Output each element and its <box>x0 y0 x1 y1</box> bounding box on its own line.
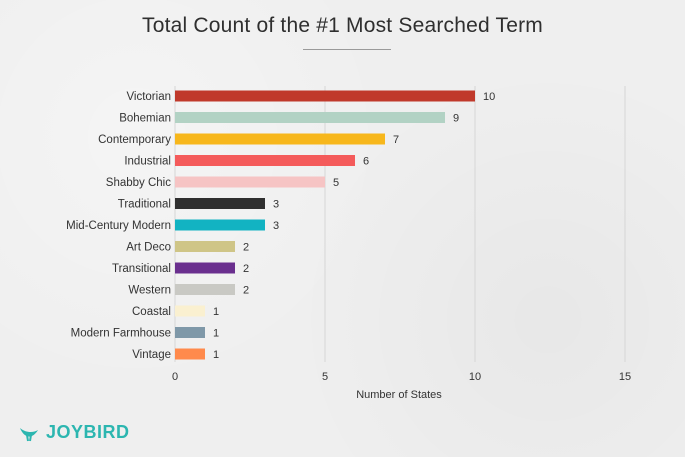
bar-9 <box>175 284 235 295</box>
value-label-9: 2 <box>243 285 249 297</box>
value-label-0: 10 <box>483 91 495 103</box>
bar-6 <box>175 219 265 231</box>
brand-name: JOYBIRD <box>46 422 130 442</box>
bar-2 <box>175 133 385 145</box>
x-tick-label-0: 0 <box>172 371 178 383</box>
value-label-2: 7 <box>393 134 399 146</box>
category-label-6: Mid-Century Modern <box>66 220 171 232</box>
bar-7 <box>175 241 235 252</box>
bar-0 <box>175 90 475 102</box>
bar-4 <box>175 176 325 188</box>
category-label-1: Bohemian <box>119 113 171 125</box>
brand-logo: JOYBIRD <box>18 422 130 443</box>
category-label-9: Western <box>128 285 171 297</box>
bar-5 <box>175 198 265 209</box>
bar-1 <box>175 112 445 123</box>
bar-8 <box>175 262 235 274</box>
value-label-11: 1 <box>213 328 219 340</box>
category-label-7: Art Deco <box>126 242 171 254</box>
category-label-5: Traditional <box>118 199 171 211</box>
title-divider <box>303 49 391 50</box>
category-label-10: Coastal <box>132 306 171 318</box>
category-label-8: Transitional <box>112 263 171 275</box>
x-tick-labels: 0 5 10 15 <box>172 371 631 383</box>
x-tick-label-3: 15 <box>619 371 631 383</box>
value-label-10: 1 <box>213 306 219 318</box>
category-label-12: Vintage <box>132 349 171 361</box>
value-label-7: 2 <box>243 242 249 254</box>
category-label-4: Shabby Chic <box>106 177 171 189</box>
category-label-2: Contemporary <box>98 134 171 146</box>
bird-logo-icon <box>20 427 38 441</box>
value-label-5: 3 <box>273 199 279 211</box>
value-label-4: 5 <box>333 177 339 189</box>
value-label-3: 6 <box>363 156 369 168</box>
category-label-11: Modern Farmhouse <box>71 328 171 340</box>
x-tick-label-1: 5 <box>322 371 328 383</box>
x-tick-label-2: 10 <box>469 371 481 383</box>
value-label-6: 3 <box>273 220 279 232</box>
value-label-1: 9 <box>453 113 459 125</box>
bars <box>175 90 475 360</box>
category-label-0: Victorian <box>126 91 171 103</box>
bar-3 <box>175 155 355 166</box>
category-labels: Victorian Bohemian Contemporary Industrial S… <box>66 91 171 361</box>
bar-12 <box>175 348 205 360</box>
value-label-12: 1 <box>213 349 219 361</box>
chart-title: Total Count of the #1 Most Searched Term <box>142 14 543 37</box>
value-labels: 10 9 7 6 5 3 3 2 2 2 1 1 1 <box>213 91 495 361</box>
category-label-3: Industrial <box>124 156 171 168</box>
bar-10 <box>175 305 205 317</box>
value-label-8: 2 <box>243 263 249 275</box>
bar-11 <box>175 327 205 338</box>
x-axis-label: Number of States <box>356 389 442 401</box>
